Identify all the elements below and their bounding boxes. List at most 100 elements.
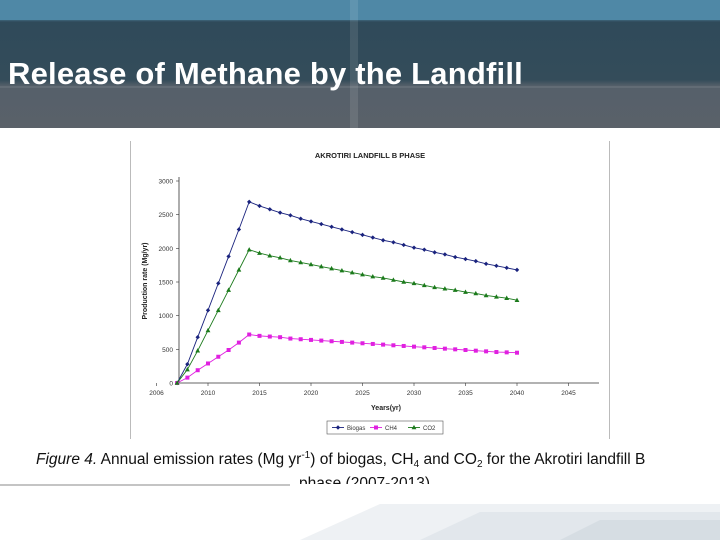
chart-figure: AKROTIRI LANDFILL B PHASE 0 500 1000 1500 20…: [130, 141, 610, 439]
data-point-biogas: [463, 256, 468, 262]
caption-text-a: Annual emission rates (Mg yr: [97, 451, 302, 468]
x-axis-label: Years(yr): [371, 405, 401, 412]
caption-sub-co2: 2: [476, 459, 483, 470]
chart-title: AKROTIRI LANDFILL B PHASE: [315, 151, 425, 160]
data-point-co2: [411, 280, 417, 286]
data-point-ch4: [350, 340, 355, 345]
data-point-co2: [432, 284, 437, 290]
y-tick-label: 3000: [159, 179, 174, 186]
data-point-ch4: [267, 334, 272, 339]
caption-sup: -1: [301, 450, 311, 461]
data-point-biogas: [360, 232, 365, 238]
data-point-ch4: [319, 338, 324, 343]
data-point-co2: [195, 348, 201, 353]
data-point-ch4: [484, 349, 489, 354]
data-point-ch4: [236, 340, 241, 345]
data-point-co2: [174, 380, 180, 385]
data-point-biogas: [504, 265, 509, 271]
chart-axes: 0 500 1000 1500 2000 2500 3000 2006 2010 2015 2020…: [149, 177, 599, 397]
data-point-ch4: [422, 345, 427, 350]
data-point-co2: [318, 263, 324, 269]
data-point-biogas: [205, 308, 211, 313]
data-point-co2: [185, 366, 190, 372]
data-point-co2: [380, 275, 386, 280]
y-tick-label: 1500: [159, 280, 174, 287]
data-point-ch4: [216, 354, 221, 359]
legend-marker-co2: [411, 424, 417, 430]
slide-title: Release of Methane by the Landfill: [8, 56, 523, 91]
data-point-ch4: [278, 335, 283, 340]
x-tick-label: 2045: [561, 390, 576, 397]
data-point-biogas: [483, 261, 489, 267]
line-chart: AKROTIRI LANDFILL B PHASE 0 500 1000 1500 20…: [142, 151, 599, 435]
footer-shape-c: [560, 520, 720, 540]
data-point-biogas: [195, 335, 200, 340]
data-point-co2: [514, 297, 520, 302]
y-tick-label: 2500: [159, 212, 174, 219]
data-point-ch4: [432, 345, 437, 350]
data-point-ch4: [391, 343, 396, 348]
data-point-biogas: [216, 281, 221, 286]
data-point-ch4: [298, 337, 303, 342]
data-point-co2: [504, 295, 510, 300]
data-point-co2: [298, 259, 304, 265]
data-point-biogas: [514, 267, 520, 273]
data-point-ch4: [442, 346, 447, 351]
data-point-biogas: [329, 224, 334, 229]
y-tick-label: 2000: [159, 246, 174, 253]
data-point-biogas: [226, 254, 231, 259]
x-tick-label: 2020: [304, 390, 319, 397]
chart-series: [174, 199, 520, 386]
data-point-co2: [463, 289, 468, 294]
data-point-ch4: [412, 344, 416, 349]
x-tick-label: 2010: [201, 390, 216, 397]
data-point-co2: [277, 255, 283, 260]
data-point-biogas: [257, 203, 262, 209]
x-tick-label: 2035: [458, 390, 473, 397]
series-line-ch4: [176, 334, 518, 384]
data-point-co2: [288, 257, 293, 263]
data-point-co2: [421, 282, 427, 288]
legend-label-ch4: CH4: [385, 426, 398, 432]
data-point-co2: [494, 294, 499, 299]
data-point-biogas: [339, 227, 345, 232]
data-point-biogas: [350, 229, 355, 235]
data-point-biogas: [473, 258, 478, 264]
data-point-biogas: [411, 245, 417, 250]
data-point-co2: [339, 267, 345, 273]
data-point-ch4: [185, 375, 190, 380]
caption-text-b: ) of biogas, CH: [310, 451, 414, 468]
data-point-biogas: [380, 238, 386, 243]
data-point-co2: [308, 261, 314, 267]
figure-caption: Figure 4. Annual emission rates (Mg yr-1…: [36, 446, 716, 493]
data-point-biogas: [422, 247, 427, 252]
data-point-ch4: [195, 368, 200, 373]
data-point-co2: [329, 265, 334, 271]
x-tick-label: 2015: [252, 390, 267, 397]
data-point-co2: [360, 271, 365, 277]
data-point-co2: [257, 250, 262, 255]
title-band-stripe: [0, 0, 720, 20]
y-axis-label: Production rate (Mg/yr): [142, 242, 149, 319]
title-band: Release of Methane by the Landfill: [0, 0, 720, 128]
data-point-biogas: [298, 216, 303, 221]
data-point-ch4: [473, 348, 478, 353]
data-point-ch4: [206, 361, 210, 366]
data-point-co2: [205, 327, 211, 333]
data-point-co2: [483, 292, 489, 298]
y-tick-label: 0: [169, 381, 173, 388]
data-point-biogas: [267, 207, 272, 212]
series-line-co2: [176, 249, 518, 384]
data-point-biogas: [185, 361, 190, 367]
data-point-ch4: [453, 347, 458, 352]
legend-box: [326, 420, 444, 435]
data-point-biogas: [236, 227, 242, 232]
data-point-co2: [267, 253, 273, 258]
data-point-biogas: [401, 242, 406, 248]
title-band-cross-horizontal: [0, 86, 720, 88]
caption-line-1: Figure 4. Annual emission rates (Mg yr-1…: [36, 446, 716, 474]
data-point-co2: [391, 277, 396, 282]
data-point-co2: [226, 287, 231, 292]
data-point-biogas: [453, 254, 458, 260]
data-point-ch4: [515, 350, 519, 355]
